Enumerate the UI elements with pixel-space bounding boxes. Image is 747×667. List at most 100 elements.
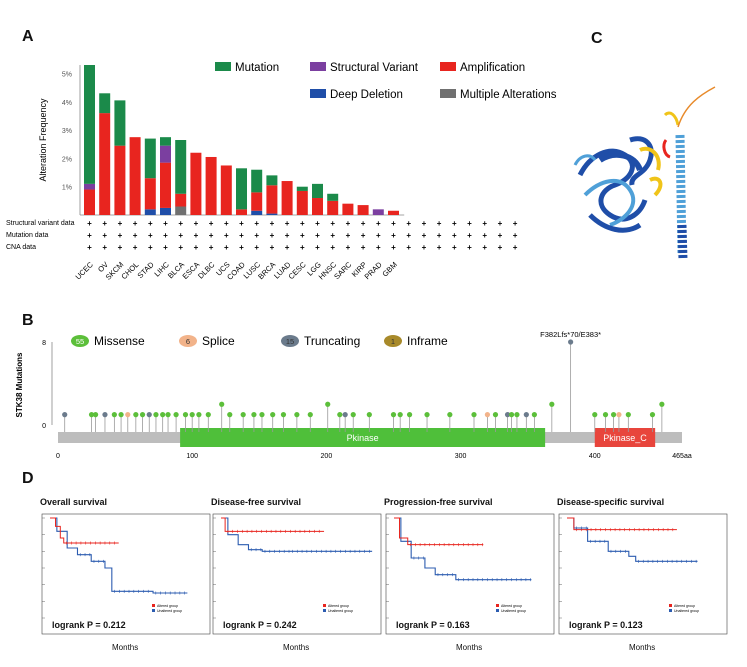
km-curve-altered — [567, 517, 677, 531]
bar-segment-amplification — [342, 203, 354, 215]
lollipop-head — [139, 412, 146, 418]
y-tick-label: 0 — [42, 423, 46, 430]
data-indicator: + — [118, 243, 123, 252]
data-indicator: + — [361, 219, 366, 228]
bar-segment-structural-variant — [372, 209, 384, 215]
row-label: CNA data — [6, 244, 36, 251]
km-legend-swatch — [496, 609, 499, 612]
bar-segment-mutation — [312, 183, 323, 199]
data-indicator: + — [437, 231, 442, 240]
data-indicator: + — [102, 243, 107, 252]
legend-count: 55 — [76, 337, 84, 346]
bar-segment-amplification — [296, 190, 308, 215]
lollipop-head — [92, 412, 99, 418]
bar-segment-amplification — [327, 200, 339, 215]
lollipop-head — [165, 412, 171, 418]
data-indicator: + — [346, 219, 351, 228]
lollipop-head — [111, 412, 117, 418]
lollipop-head — [342, 412, 348, 418]
lollipop-head — [390, 412, 397, 418]
data-indicator: + — [133, 243, 138, 252]
lollipop-head — [659, 401, 665, 407]
lollipop-head — [366, 412, 372, 418]
km-legend-swatch — [496, 604, 499, 607]
data-indicator: + — [239, 243, 244, 252]
data-indicator: + — [270, 231, 275, 240]
legend-count: 6 — [186, 337, 190, 346]
data-indicator: + — [118, 231, 123, 240]
lollipop-head — [504, 412, 511, 418]
km-curve-unaltered — [50, 517, 188, 594]
lollipop-head — [616, 412, 622, 418]
panel-label-a: A — [22, 28, 34, 45]
mutation-annotation: F382Lfs*70/E383* — [540, 330, 601, 339]
km-frame — [385, 513, 555, 635]
data-indicator: + — [118, 219, 123, 228]
x-tick-label: 200 — [321, 453, 333, 460]
legend-swatch — [310, 89, 326, 98]
km-legend-swatch — [323, 604, 326, 607]
data-indicator: + — [482, 243, 487, 252]
lollipop-head — [189, 412, 195, 418]
data-indicator: + — [178, 231, 183, 240]
data-indicator: + — [315, 231, 320, 240]
lollipop-head — [406, 412, 413, 418]
y-tick-label: 2% — [62, 156, 72, 163]
bar-segment-amplification — [281, 181, 293, 215]
lollipop-head — [350, 412, 356, 418]
bar-segment-amplification — [205, 156, 217, 215]
data-indicator: + — [87, 219, 92, 228]
lollipop-head — [397, 412, 403, 418]
lollipop-head — [118, 412, 124, 418]
x-tick-label: DLBC — [196, 260, 217, 281]
x-tick-label: CHOL — [119, 260, 140, 281]
bar-segment-amplification — [144, 178, 156, 210]
lollipop-head — [219, 401, 225, 407]
lollipop-head — [649, 412, 656, 418]
lollipop-head — [592, 412, 598, 418]
lollipop-head — [514, 412, 520, 418]
panel-label-d: D — [22, 470, 34, 487]
bar-segment-amplification — [99, 113, 111, 215]
y-tick-label: 4% — [62, 100, 72, 107]
lollipop-head — [325, 401, 331, 407]
lollipop-head — [307, 412, 313, 418]
legend-label: Structural Variant — [330, 62, 419, 74]
bar-segment-amplification — [251, 192, 263, 211]
lollipop-head — [447, 412, 453, 418]
legend-label: Mutation — [235, 62, 279, 74]
data-indicator: + — [498, 231, 503, 240]
x-tick-label: 0 — [56, 453, 60, 460]
data-indicator: + — [148, 231, 153, 240]
lollipop-head — [259, 412, 265, 418]
legend-swatch — [310, 62, 326, 71]
km-plot-title: Progression-free survival — [384, 497, 493, 507]
data-indicator: + — [300, 231, 305, 240]
data-indicator: + — [133, 219, 138, 228]
bar-segment-mutation — [175, 140, 187, 194]
data-indicator: + — [163, 231, 168, 240]
panel-label-b: B — [22, 312, 34, 329]
lollipop-head — [531, 412, 537, 418]
x-tick-label: BRCA — [256, 260, 277, 281]
data-indicator: + — [376, 219, 381, 228]
data-indicator: + — [391, 219, 396, 228]
x-tick-label: 465aa — [672, 453, 692, 460]
lollipop-mutation-plot: STK38 Mutations 0 8 Pkinase Pkinase_C 0 100 200… — [15, 330, 692, 460]
data-indicator: + — [498, 243, 503, 252]
data-indicator: + — [422, 219, 427, 228]
data-indicator: + — [87, 243, 92, 252]
bar-segment-amplification — [190, 152, 202, 215]
km-frame — [558, 513, 728, 635]
data-indicator: + — [376, 231, 381, 240]
km-legend-swatch — [669, 604, 672, 607]
lollipop-head — [484, 412, 491, 418]
bar-segment-amplification — [357, 205, 369, 215]
row-label: Mutation data — [6, 232, 49, 239]
legend-label: Multiple Alterations — [460, 89, 557, 101]
y-axis-label: STK38 Mutations — [15, 352, 24, 417]
lollipop-head — [102, 412, 108, 418]
data-indicator: + — [513, 243, 518, 252]
y-axis-label: Alteration Frequency — [38, 98, 48, 182]
km-legend-label: Altered group — [328, 604, 349, 608]
